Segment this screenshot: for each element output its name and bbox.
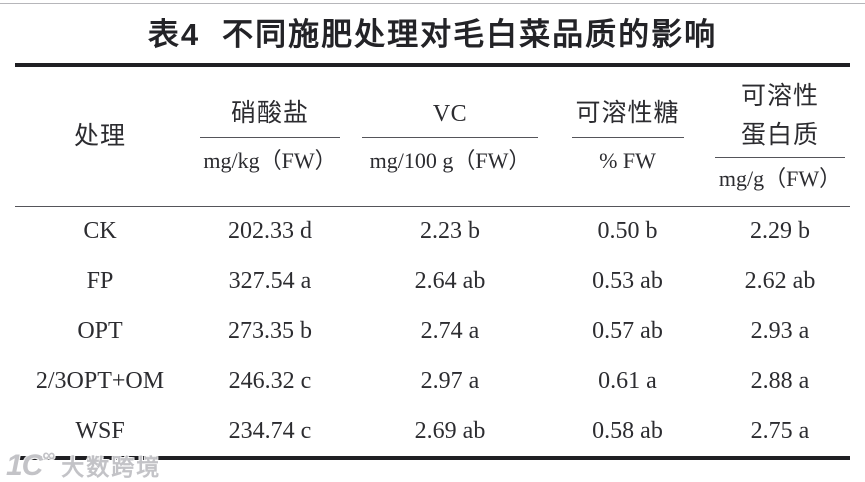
data-table: 处理 硝酸盐 mg/kg（FW） VC mg/100 g（FW） 可溶性糖 % … — [15, 63, 850, 460]
cell-treatment: OPT — [77, 317, 123, 344]
table-title-text: 不同施肥处理对毛白菜品质的影响 — [222, 17, 718, 52]
cell-treatment: WSF — [75, 417, 125, 444]
cell-vc: 2.97 a — [420, 367, 480, 394]
header-protein-label-line1: 可溶性 — [740, 82, 819, 110]
cell-nitrate: 273.35 b — [228, 317, 312, 344]
cell-vc: 2.74 a — [420, 317, 480, 344]
header-nitrate: 硝酸盐 mg/kg（FW） — [185, 93, 355, 181]
header-sugar-unit: % FW — [599, 147, 656, 173]
header-protein-label-line2: 蛋白质 — [740, 121, 819, 149]
cell-protein: 2.93 a — [750, 317, 810, 344]
table-body: CK 202.33 d 2.23 b 0.50 b 2.29 b FP 327.… — [15, 207, 850, 456]
cell-treatment: 2/3OPT+OM — [35, 367, 165, 394]
cell-sugar: 0.58 ab — [592, 417, 663, 444]
cell-treatment: CK — [83, 218, 117, 245]
cell-nitrate: 202.33 d — [228, 218, 312, 245]
header-sugar: 可溶性糖 % FW — [545, 93, 710, 181]
header-nitrate-divider — [200, 136, 340, 138]
cell-sugar: 0.53 ab — [592, 268, 663, 295]
header-treatment-label: 处理 — [73, 122, 126, 150]
header-protein: 可溶性 蛋白质 mg/g（FW） — [710, 77, 850, 197]
table-row-ck: CK 202.33 d 2.23 b 0.50 b 2.29 b — [15, 207, 850, 257]
cell-nitrate: 327.54 a — [228, 268, 312, 295]
header-treatment: 处理 — [15, 116, 185, 158]
cell-protein: 2.75 a — [750, 417, 810, 444]
header-vc-unit: mg/100 g（FW） — [369, 147, 531, 173]
header-protein-divider — [715, 156, 845, 158]
header-vc: VC mg/100 g（FW） — [355, 93, 545, 181]
page-top-rule — [0, 3, 865, 4]
cell-nitrate: 246.32 c — [228, 367, 312, 394]
cell-protein: 2.88 a — [750, 367, 810, 394]
cell-protein: 2.29 b — [750, 218, 810, 245]
header-sugar-divider — [571, 136, 684, 138]
cell-sugar: 0.57 ab — [592, 317, 663, 344]
header-protein-unit: mg/g（FW） — [718, 165, 842, 191]
table-row-wsf: WSF 234.74 c 2.69 ab 0.58 ab 2.75 a — [15, 406, 850, 456]
table-header-row: 处理 硝酸盐 mg/kg（FW） VC mg/100 g（FW） 可溶性糖 % … — [15, 67, 850, 207]
table-title: 表4 不同施肥处理对毛白菜品质的影响 — [0, 9, 865, 54]
cell-nitrate: 234.74 c — [228, 417, 312, 444]
table-row-23opt-om: 2/3OPT+OM 246.32 c 2.97 a 0.61 a 2.88 a — [15, 356, 850, 406]
header-nitrate-unit: mg/kg（FW） — [203, 147, 337, 173]
cell-vc: 2.23 b — [420, 218, 480, 245]
cell-vc: 2.69 ab — [414, 417, 486, 444]
table-row-opt: OPT 273.35 b 2.74 a 0.57 ab 2.93 a — [15, 307, 850, 357]
table-title-label: 表4 — [147, 17, 201, 52]
header-vc-divider — [362, 136, 538, 138]
header-nitrate-label: 硝酸盐 — [230, 99, 309, 127]
cell-treatment: FP — [86, 268, 114, 295]
cell-protein: 2.62 ab — [744, 268, 816, 295]
cell-sugar: 0.61 a — [598, 367, 657, 394]
cell-vc: 2.64 ab — [414, 268, 486, 295]
cell-sugar: 0.50 b — [597, 218, 658, 245]
header-vc-label: VC — [432, 100, 468, 127]
header-sugar-label: 可溶性糖 — [575, 99, 680, 127]
table-row-fp: FP 327.54 a 2.64 ab 0.53 ab 2.62 ab — [15, 257, 850, 307]
